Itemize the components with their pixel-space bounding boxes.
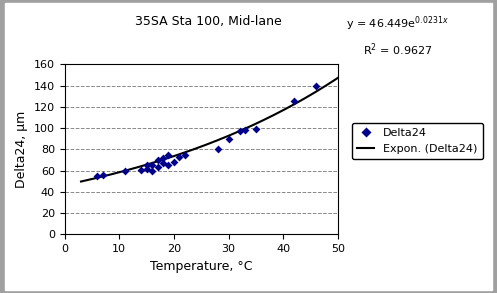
Text: R$^{2}$ = 0.9627: R$^{2}$ = 0.9627 — [363, 41, 432, 58]
Text: 35SA Sta 100, Mid-lane: 35SA Sta 100, Mid-lane — [135, 15, 282, 28]
Point — [137, 167, 145, 172]
Legend: Delta24, Expon. (Delta24): Delta24, Expon. (Delta24) — [352, 122, 483, 159]
Point — [252, 127, 260, 132]
Point — [121, 168, 129, 173]
Point — [225, 137, 233, 141]
Point — [214, 147, 222, 152]
Point — [165, 163, 172, 168]
Point — [148, 163, 156, 168]
Point — [170, 160, 178, 165]
Point — [143, 163, 151, 168]
Point — [290, 98, 298, 103]
Point — [241, 128, 249, 133]
Point — [159, 161, 167, 166]
Point — [312, 83, 320, 88]
Point — [154, 158, 162, 162]
Point — [143, 166, 151, 171]
Point — [165, 152, 172, 157]
X-axis label: Temperature, °C: Temperature, °C — [150, 260, 252, 273]
Text: y = 46.449e$^{0.0231x}$: y = 46.449e$^{0.0231x}$ — [346, 15, 449, 33]
Point — [181, 152, 189, 157]
Point — [175, 154, 183, 159]
Point — [154, 165, 162, 170]
Point — [159, 156, 167, 160]
Point — [99, 173, 107, 177]
Y-axis label: Delta24, μm: Delta24, μm — [15, 111, 28, 188]
Point — [148, 168, 156, 173]
Point — [236, 129, 244, 134]
Point — [93, 174, 101, 178]
